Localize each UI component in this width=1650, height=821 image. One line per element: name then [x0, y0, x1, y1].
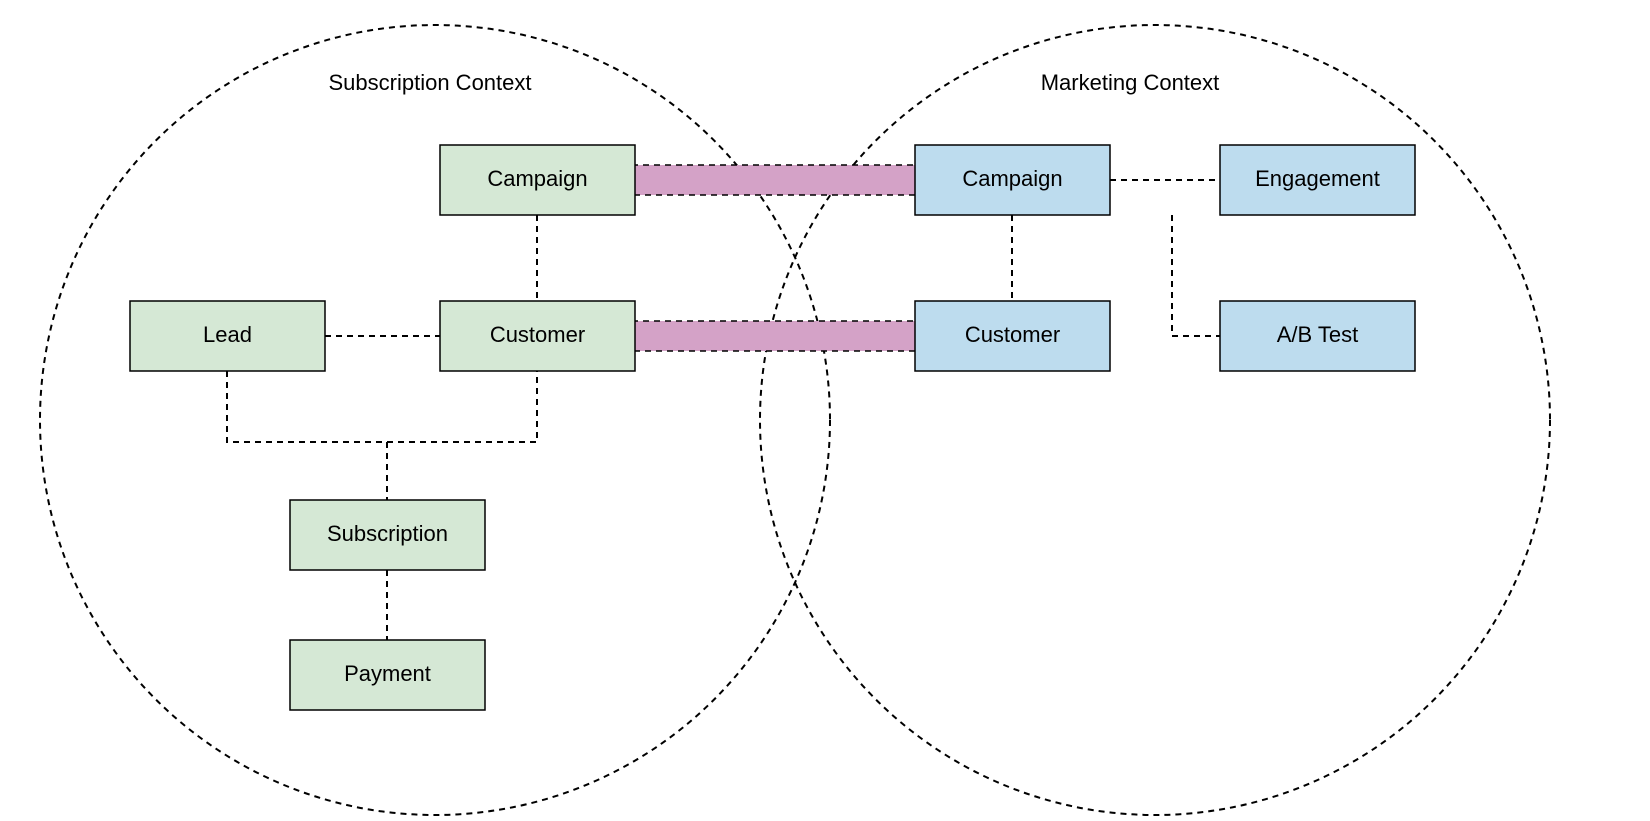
node-label-engagement: Engagement: [1255, 166, 1380, 191]
campaign-connector: [632, 165, 918, 195]
customer-connector: [632, 321, 918, 351]
context-title-marketing: Marketing Context: [1041, 70, 1220, 95]
node-label-payment: Payment: [344, 661, 431, 686]
node-label-customer-left: Customer: [490, 322, 585, 347]
node-label-lead: Lead: [203, 322, 252, 347]
node-label-campaign-right: Campaign: [962, 166, 1062, 191]
context-title-subscription: Subscription Context: [329, 70, 532, 95]
bounded-context-diagram: Subscription Context Marketing Context Cam…: [0, 0, 1650, 821]
node-label-customer-right: Customer: [965, 322, 1060, 347]
background: [0, 0, 1650, 821]
node-label-campaign-left: Campaign: [487, 166, 587, 191]
node-label-subscription: Subscription: [327, 521, 448, 546]
node-label-abtest: A/B Test: [1277, 322, 1359, 347]
